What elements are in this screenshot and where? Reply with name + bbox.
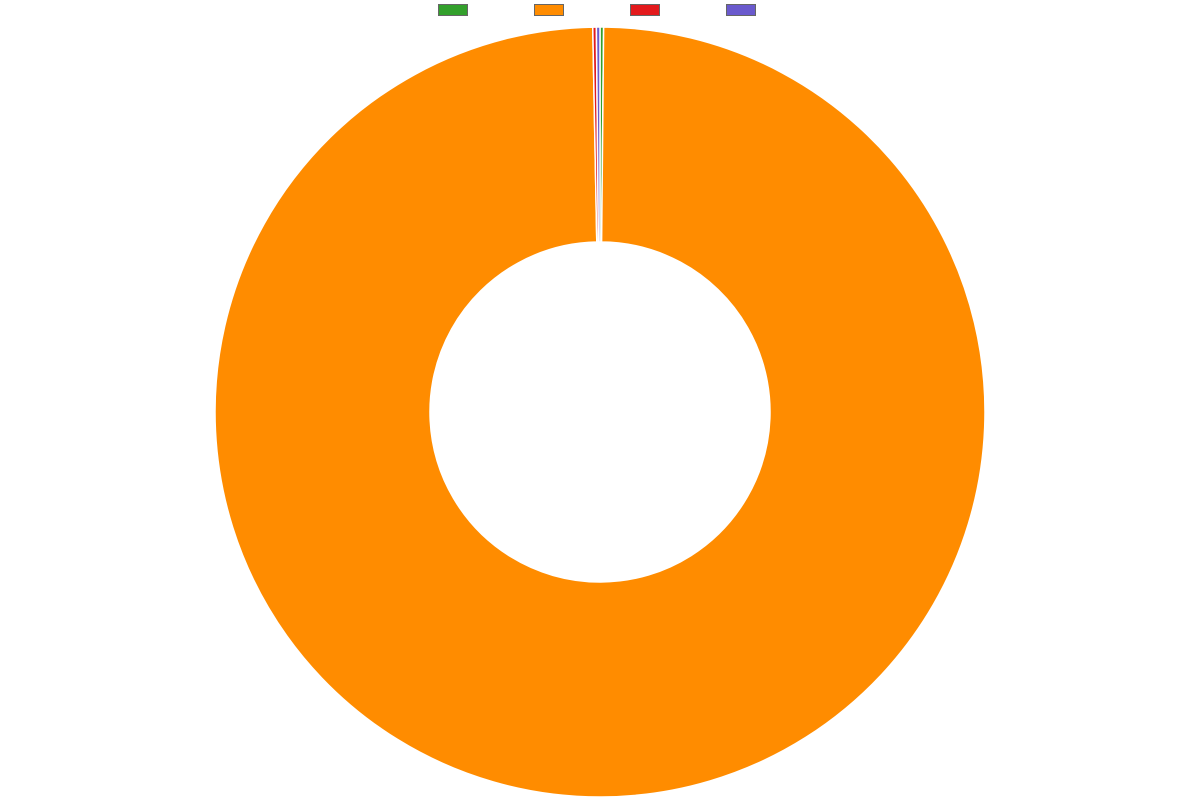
legend-item: [438, 4, 474, 16]
legend-swatch: [438, 4, 468, 16]
legend-swatch: [534, 4, 564, 16]
legend-item: [726, 4, 762, 16]
legend-swatch: [726, 4, 756, 16]
legend-item: [630, 4, 666, 16]
donut-chart: [0, 24, 1200, 800]
chart-container: [0, 0, 1200, 800]
donut-chart-area: [0, 24, 1200, 800]
legend: [0, 4, 1200, 16]
legend-item: [534, 4, 570, 16]
legend-swatch: [630, 4, 660, 16]
